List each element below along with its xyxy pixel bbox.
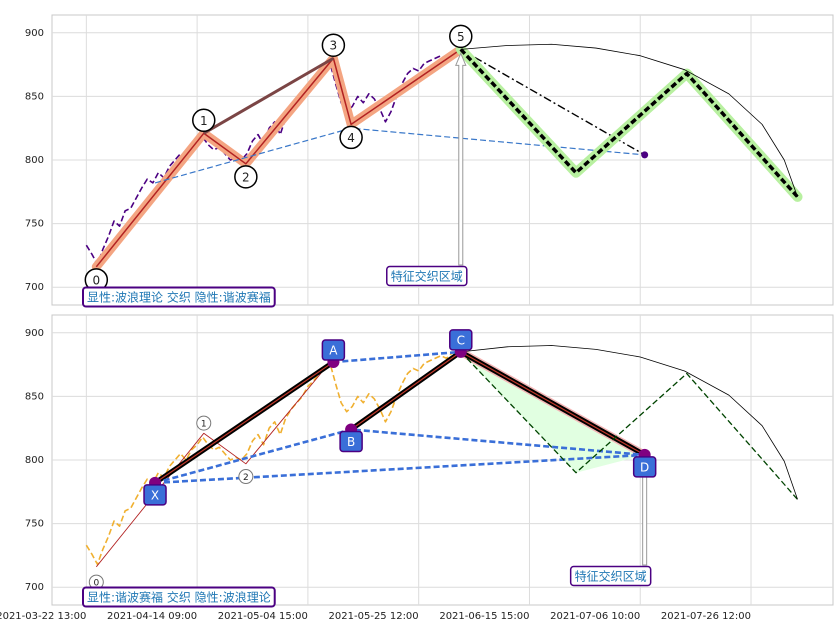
x-tick-label: 2021-03-22 13:00 <box>0 611 86 622</box>
wave-point-label: 1 <box>200 114 208 128</box>
series-line <box>460 345 798 500</box>
pattern-point-label: X <box>151 488 159 502</box>
minor-point-label: 0 <box>93 579 99 589</box>
series-line <box>154 361 334 484</box>
annotation-box <box>569 565 652 587</box>
pattern-point-label: A <box>329 344 338 358</box>
x-tick-label: 2021-05-25 12:00 <box>329 611 419 622</box>
pattern-point-box <box>321 339 346 361</box>
caption: 显性:波浪理论 交织 隐性:谐波赛福 <box>87 290 271 305</box>
x-tick-label: 2021-06-15 15:00 <box>439 611 529 622</box>
pattern-point-box <box>632 456 657 478</box>
wave-point-label: 0 <box>92 273 100 287</box>
y-tick-label: 900 <box>25 28 44 39</box>
y-tick-label: 850 <box>25 391 44 402</box>
y-tick-label: 800 <box>25 455 44 466</box>
wave-point-label-circle <box>449 24 473 49</box>
annotation-label: 特征交织区域 <box>391 269 463 284</box>
wave-point-label: 2 <box>242 170 250 184</box>
wave-point-label-circle <box>321 33 346 57</box>
caption: 显性:谐波赛福 交织 隐性:波浪理论 <box>87 590 271 605</box>
y-tick-label: 850 <box>25 91 44 102</box>
x-tick-label: 2021-04-14 09:00 <box>107 611 197 622</box>
y-tick-label: 750 <box>25 219 44 230</box>
series-line <box>333 350 461 364</box>
y-tick-label: 800 <box>25 155 44 166</box>
wave-point-label: 3 <box>330 39 338 53</box>
wave-point-label: 4 <box>347 131 355 145</box>
wave-point-label: 5 <box>457 30 465 44</box>
series-line <box>460 351 799 500</box>
wave-point-label-circle <box>339 125 363 150</box>
series-line <box>203 56 335 135</box>
series-line <box>460 43 798 198</box>
minor-point-circle <box>196 415 212 431</box>
x-tick-label: 2021-07-26 12:00 <box>661 611 751 622</box>
pattern-point-label: B <box>347 435 355 449</box>
pattern-point-box <box>449 329 473 351</box>
y-tick-label: 700 <box>25 582 44 593</box>
annotation-label: 特征交织区域 <box>575 569 647 584</box>
caption-box <box>82 286 276 308</box>
series-line <box>95 48 462 268</box>
y-tick-label: 900 <box>25 328 44 339</box>
annotation-box <box>386 265 468 287</box>
series-line <box>459 48 799 199</box>
pattern-point-box <box>143 484 167 506</box>
y-tick-label: 700 <box>25 282 44 293</box>
minor-point-circle <box>238 469 254 485</box>
wave-point-label-circle <box>234 165 258 189</box>
y-tick-label: 750 <box>25 519 44 530</box>
annotation-arrow <box>455 52 467 266</box>
point-marker <box>641 151 649 159</box>
pattern-point-label: D <box>640 460 649 474</box>
pattern-point-label: C <box>457 333 465 347</box>
minor-point-label: 2 <box>243 473 249 483</box>
wave-point-label-circle <box>192 108 216 133</box>
caption-box <box>82 586 276 608</box>
minor-point-label: 1 <box>201 420 207 430</box>
x-tick-label: 2021-07-06 10:00 <box>550 611 640 622</box>
pattern-point-box <box>339 430 363 453</box>
x-tick-label: 2021-05-04 15:00 <box>218 611 308 622</box>
